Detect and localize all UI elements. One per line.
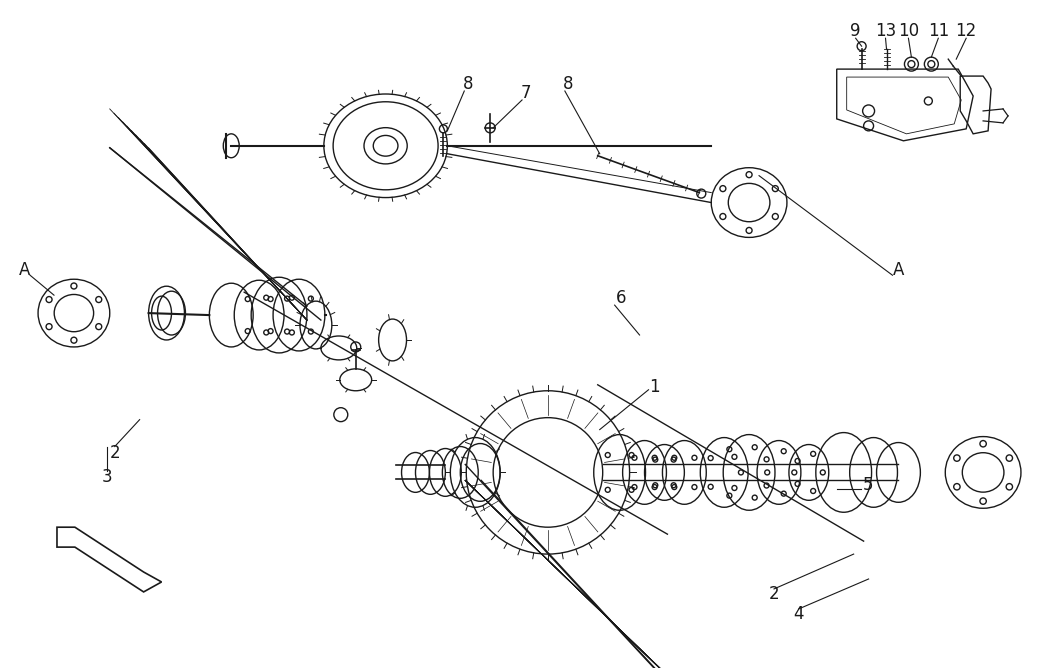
Polygon shape	[57, 527, 162, 592]
Text: A: A	[893, 262, 905, 279]
Text: 7: 7	[521, 84, 532, 102]
Text: 5: 5	[862, 476, 873, 494]
Text: A: A	[18, 262, 30, 279]
Text: 4: 4	[794, 605, 804, 623]
Text: 2: 2	[109, 444, 120, 462]
Text: 8: 8	[463, 75, 473, 93]
Text: 9: 9	[850, 22, 861, 40]
Text: 13: 13	[875, 22, 896, 40]
Text: 1: 1	[649, 378, 660, 396]
Text: 12: 12	[956, 22, 977, 40]
Text: 6: 6	[617, 289, 627, 307]
Text: 8: 8	[562, 75, 573, 93]
Text: 11: 11	[928, 22, 949, 40]
Text: 10: 10	[898, 22, 919, 40]
Text: 3: 3	[101, 468, 112, 486]
Text: 2: 2	[769, 585, 779, 603]
